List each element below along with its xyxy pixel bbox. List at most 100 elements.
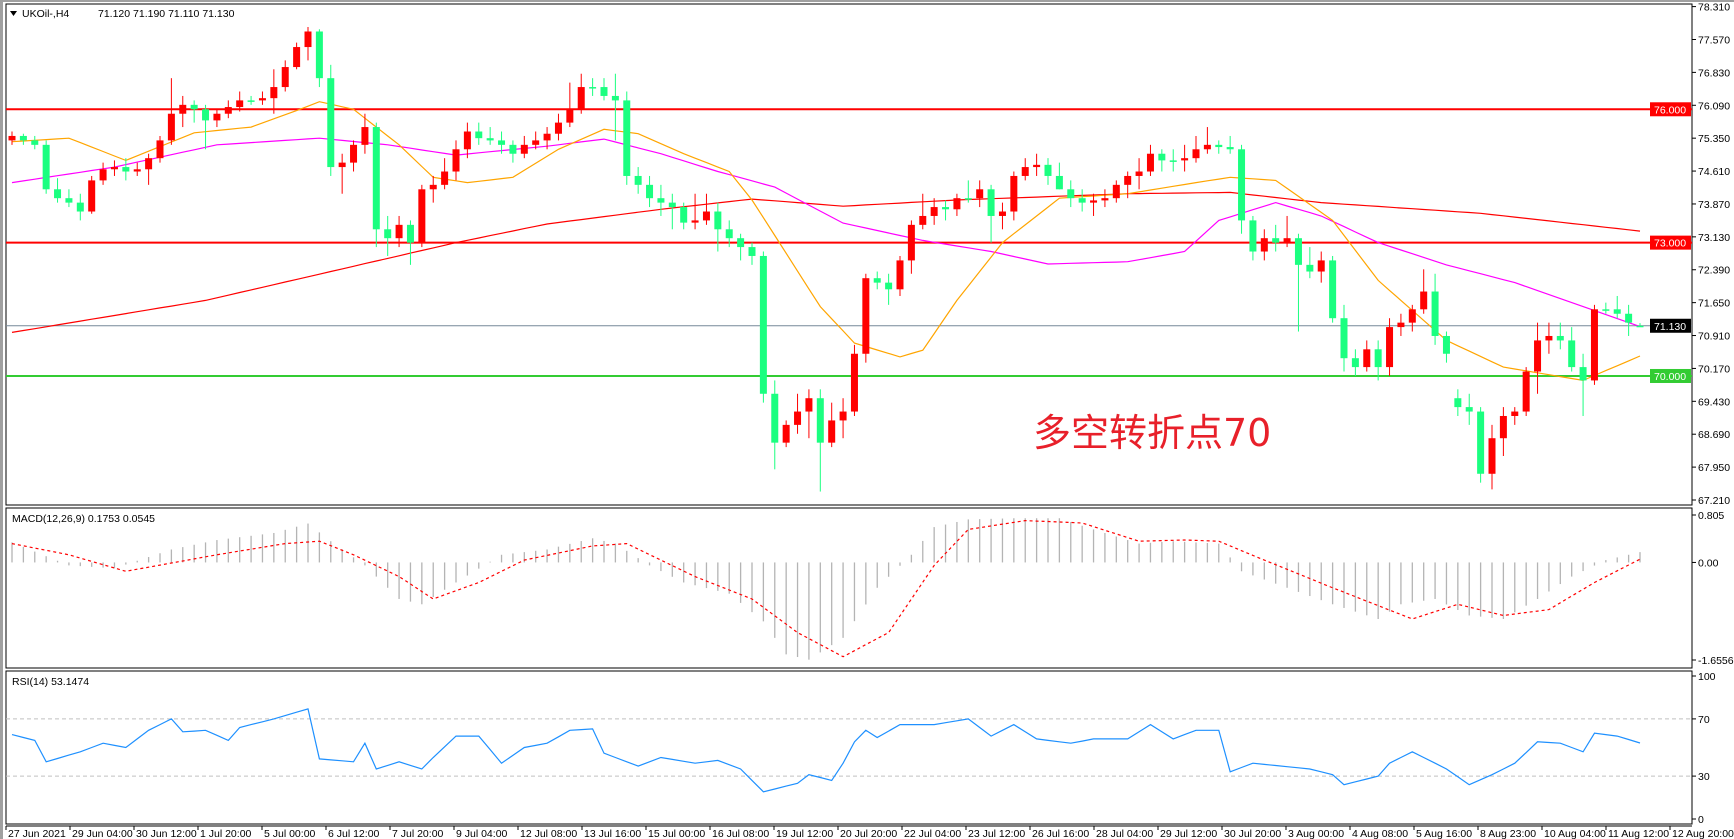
candle [1226,135,1234,154]
time-tick-label: 26 Jul 16:00 [1032,828,1089,839]
candle [463,122,471,159]
candle [668,193,676,230]
candle-body [145,158,153,170]
candle [486,127,494,145]
candle-body [1055,175,1063,190]
level-price-label: 73.000 [1654,238,1686,250]
price-tick-label: 73.130 [1698,232,1730,244]
candle [1249,215,1257,261]
triangle-down-icon[interactable] [10,11,17,16]
candle [258,91,266,105]
candle [1351,349,1359,376]
candle [805,389,813,439]
symbol-label: UKOil-,H4 [22,8,69,20]
candle [1135,158,1143,190]
price-tick-label: 72.390 [1698,265,1730,277]
candle [1613,295,1621,319]
candle [372,122,380,248]
price-tick-label: 70.910 [1698,331,1730,343]
candle-body [1181,158,1189,161]
candle-body [1146,153,1154,172]
candle [509,140,517,163]
candle-body [304,31,312,48]
candle-body [1226,147,1234,150]
candle-body [748,247,756,256]
candle-body [406,224,414,243]
candle [1112,180,1120,203]
candle-body [1112,184,1120,199]
candle [953,193,961,216]
candle-body [691,220,699,223]
candle [1590,304,1598,385]
candle-body [1124,175,1132,185]
time-tick-label: 5 Aug 16:00 [1416,828,1472,839]
candle-body [361,127,369,145]
macd-tick-label: -1.6556 [1698,655,1734,667]
candle [1090,193,1098,216]
candle [327,64,335,176]
candle [441,158,449,190]
candle [110,160,118,176]
candle-body [782,424,790,443]
time-tick-label: 4 Aug 08:00 [1352,828,1408,839]
candle [816,389,824,492]
level-price-tag [1650,368,1691,383]
candle [19,133,27,145]
candle [657,184,665,216]
candle [919,193,927,230]
candle-body [1294,238,1302,265]
candle-body [1351,358,1359,368]
price-panel [5,3,1693,506]
candle-body [270,87,278,99]
candle-body [418,189,426,243]
candle [794,393,802,434]
candle-body [702,211,710,221]
candle [725,220,733,248]
candle-body [1534,340,1542,372]
macd-signal-line [11,519,1641,658]
candle [1454,389,1462,416]
candle-body [1158,153,1166,161]
candle [315,29,323,88]
candle [1181,144,1189,172]
macd-tick-label: 0.805 [1698,510,1724,522]
candle [384,215,392,256]
candle-body [338,162,346,168]
candle-body [76,202,84,212]
candle [1101,189,1109,208]
window-left-edge [0,0,3,839]
candle [942,200,950,221]
candle-body [1169,160,1177,162]
candle-body [486,138,494,141]
candle-body [1044,164,1052,176]
candle [475,122,483,145]
candle-body [19,135,27,141]
candle [771,380,779,470]
macd-title: MACD(12,26,9) 0.1753 0.0545 [12,513,155,525]
time-tick-label: 27 Jun 2021 [8,828,66,839]
candle-body [202,109,210,121]
candle [65,189,73,208]
candle-body [1408,309,1416,323]
annotation-text: 多空转折点70 [1033,411,1271,455]
candle [828,402,836,448]
candle [145,153,153,185]
candle-body [1033,164,1041,168]
candle-body [1568,340,1576,368]
candle-body [680,207,688,223]
candle [862,273,870,363]
candle-body [1260,238,1268,252]
price-tick-label: 75.350 [1698,133,1730,145]
candle-body [907,224,915,261]
price-tick-label: 69.430 [1698,396,1730,408]
rsi-tick-label: 70 [1698,714,1710,726]
candle-body [1329,260,1337,319]
candle [1534,322,1542,394]
candle [759,251,767,403]
candle [1522,367,1530,416]
candle-body [122,167,130,172]
candle-body [99,169,107,181]
candle-body [577,87,585,110]
candle-body [327,78,335,168]
